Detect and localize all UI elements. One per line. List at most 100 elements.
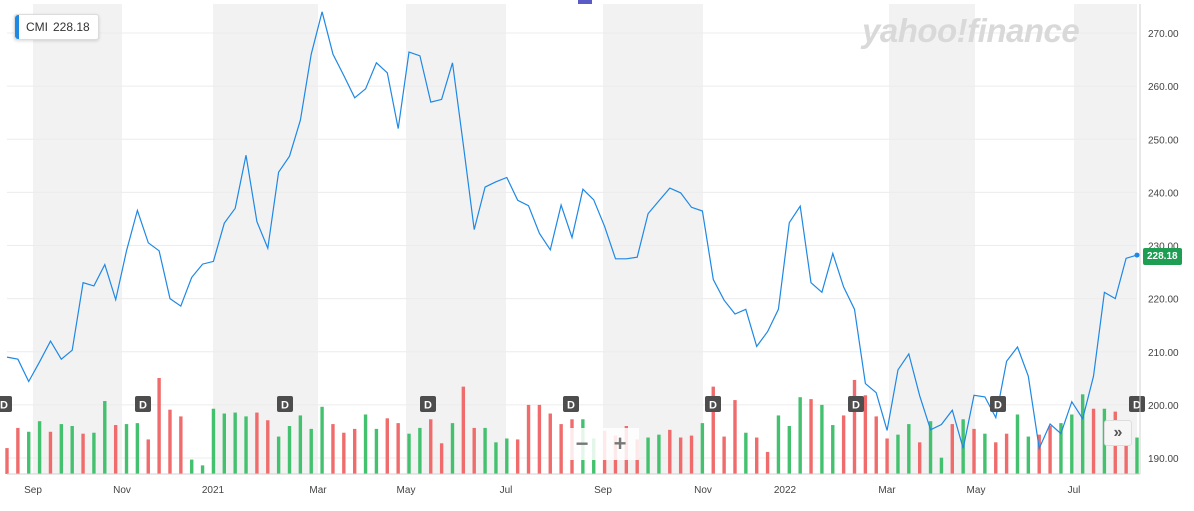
y-tick-label: 240.00 <box>1148 188 1179 199</box>
volume-bar <box>515 439 520 474</box>
volume-bar <box>700 423 705 474</box>
y-tick-label: 210.00 <box>1148 348 1179 359</box>
band-2 <box>406 4 506 474</box>
volume-bar <box>374 428 379 474</box>
volume-bar <box>211 408 216 474</box>
volume-bar <box>407 433 411 474</box>
volume-bar <box>472 427 476 474</box>
dividend-marker-label: D <box>0 400 8 412</box>
price-line-group <box>6 11 1140 451</box>
y-tick-label: 260.00 <box>1148 82 1179 93</box>
volume-bar <box>744 432 748 474</box>
dividend-marker-label: D <box>852 400 860 412</box>
dividend-marker-label: D <box>424 400 432 412</box>
dividend-marker[interactable]: D <box>705 396 721 412</box>
volume-bar <box>972 428 976 474</box>
volume-bar <box>179 416 183 474</box>
range-marker[interactable] <box>578 0 592 4</box>
dividend-marker[interactable]: D <box>848 396 864 412</box>
volume-bar <box>896 434 900 474</box>
volume-bar <box>1004 433 1009 474</box>
y-tick-label: 220.00 <box>1148 295 1179 306</box>
legend-value: 228.18 <box>53 20 90 34</box>
volume-bar <box>1070 414 1074 474</box>
volume-bar <box>505 438 509 474</box>
band-3 <box>603 4 703 474</box>
x-tick-label: Sep <box>594 485 612 496</box>
volume-bar <box>146 439 150 474</box>
volume-bar <box>798 397 802 474</box>
volume-bar <box>342 432 346 474</box>
expand-button[interactable]: » <box>1104 420 1132 446</box>
legend[interactable]: CMI 228.18 <box>14 14 99 40</box>
volume-bar <box>418 427 422 474</box>
x-tick-label: Jul <box>1068 485 1081 496</box>
volume-bar <box>48 431 53 474</box>
yahoo-finance-logo: yahoo!finance <box>862 12 1080 49</box>
y-tick-label: 270.00 <box>1148 29 1179 40</box>
dividend-marker[interactable]: D <box>563 396 579 412</box>
volume-bar <box>776 415 781 474</box>
volume-bar <box>70 426 74 474</box>
legend-color-bar <box>15 15 19 39</box>
dividend-marker-label: D <box>281 400 289 412</box>
zoom-controls: − + <box>563 428 639 460</box>
volume-bar <box>37 421 42 474</box>
dividend-marker[interactable]: D <box>277 396 293 412</box>
volume-bar <box>755 437 759 474</box>
volume-bar <box>1037 434 1041 474</box>
volume-bar <box>809 399 813 474</box>
x-tick-label: Sep <box>24 485 42 496</box>
volume-bar <box>537 404 542 474</box>
volume-bar <box>722 436 726 474</box>
dividend-marker[interactable]: D <box>990 396 1006 412</box>
volume-bar <box>646 437 650 474</box>
volume-bar <box>385 418 389 474</box>
volume-bar <box>863 395 868 474</box>
dividend-marker[interactable]: D <box>0 396 12 412</box>
volume-bar <box>831 425 835 474</box>
volume-bar <box>1091 408 1096 474</box>
period-bands <box>7 4 1137 474</box>
dividend-marker[interactable]: D <box>1129 396 1145 412</box>
band-left <box>7 4 33 474</box>
y-tick-label: 230.00 <box>1148 242 1179 253</box>
volume-bar <box>841 415 846 474</box>
volume-bar <box>483 427 487 474</box>
volume-bar <box>298 415 303 474</box>
volume-bar <box>1048 426 1052 474</box>
volume-bar <box>450 423 455 474</box>
volume-bar <box>852 379 857 474</box>
volume-bar <box>124 424 129 474</box>
legend-symbol: CMI <box>26 20 48 34</box>
volume-bar <box>27 431 31 474</box>
volume-bar <box>668 429 672 474</box>
x-tick-label: Nov <box>113 485 131 496</box>
x-tick-label: Jul <box>500 485 513 496</box>
volume-bar <box>287 426 292 474</box>
band-1 <box>213 4 318 474</box>
volume-bar <box>16 427 20 474</box>
y-tick-label: 250.00 <box>1148 135 1179 146</box>
volume-bar <box>255 412 259 474</box>
volume-bar <box>765 451 770 474</box>
volume-bar <box>1015 414 1020 474</box>
volume-bar <box>548 413 552 474</box>
zoom-out-button[interactable]: − <box>575 431 589 456</box>
dividend-marker-label: D <box>139 400 147 412</box>
volume-bar <box>559 424 563 474</box>
volume-bar <box>711 386 715 474</box>
volume-bar <box>135 423 140 474</box>
volume-bar <box>885 438 889 474</box>
dividend-marker[interactable]: D <box>420 396 436 412</box>
volume-bar <box>907 424 911 474</box>
price-line[interactable] <box>6 11 1138 451</box>
zoom-in-button[interactable]: + <box>613 431 627 456</box>
volume-bar <box>657 434 661 474</box>
volume-bar <box>103 401 107 474</box>
volume-bar <box>689 435 694 474</box>
dividend-marker[interactable]: D <box>135 396 151 412</box>
volume-bar <box>59 424 64 474</box>
